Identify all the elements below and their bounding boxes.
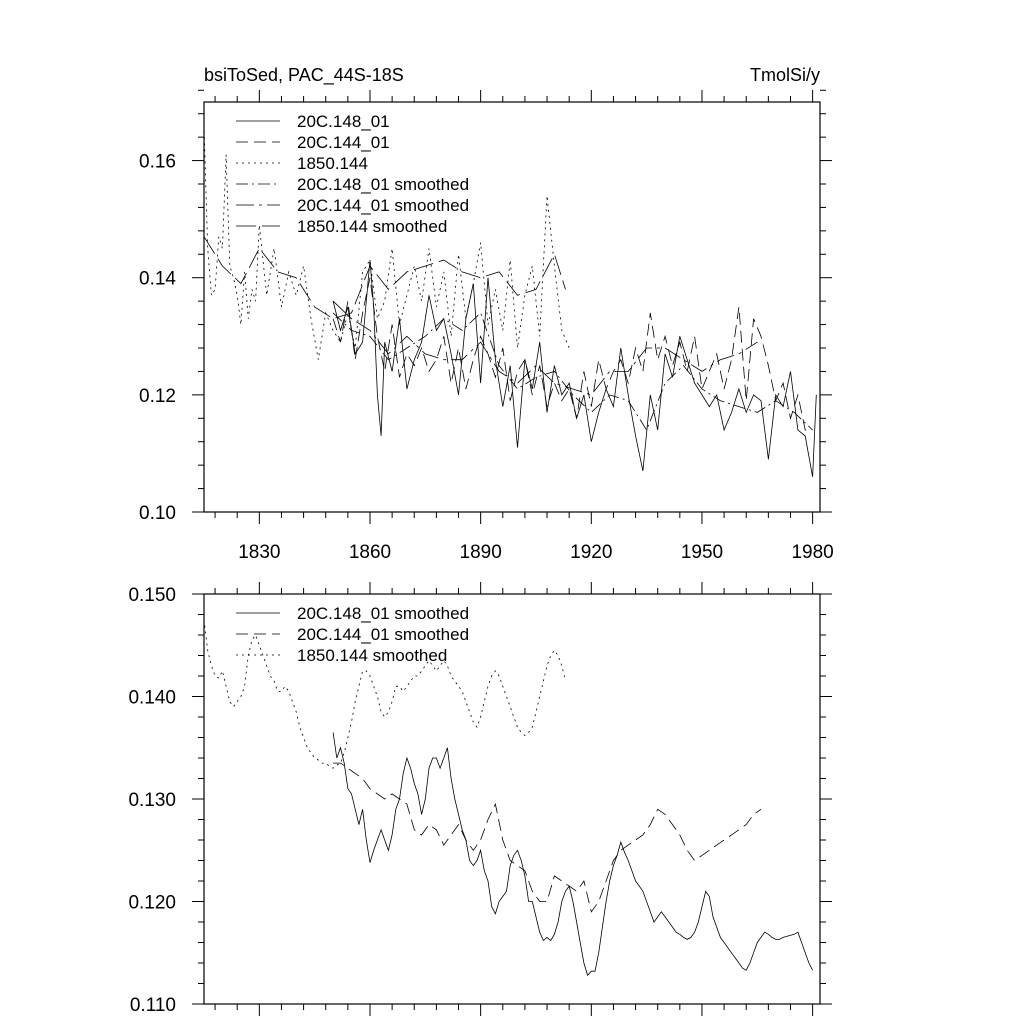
top-chart-legend: 20C.148_01 20C.144_01 1850.144 20C.148_01 s… [236,112,469,236]
top-chart-panel: bsiToSed, PAC_44S-18S TmolSi/y 1830 1860 1… [139,65,834,563]
y-tick-label: 0.120 [128,893,176,914]
series-20c-148-01-smoothed-line [332,732,813,977]
series-1850-144-line [203,125,570,360]
legend-label: 20C.148_01 smoothed [297,604,469,623]
top-chart-frame [203,101,821,513]
bottom-chart-legend: 20C.148_01 smoothed 20C.144_01 smoothed 18… [236,604,469,665]
series-1850-144-smoothed-line [203,236,566,320]
x-tick-label: 1980 [791,542,833,563]
legend-label: 1850.144 smoothed [297,646,447,665]
x-tick-label: 1830 [238,542,280,563]
top-chart-units: TmolSi/y [750,65,820,85]
legend-label: 1850.144 [297,154,368,173]
y-tick-label: 0.12 [139,386,176,407]
y-tick-label: 0.110 [130,995,176,1016]
bottom-chart-ticks: 0.110 0.120 0.130 0.140 0.150 [128,582,832,1016]
x-tick-label: 1950 [681,542,723,563]
legend-label: 20C.144_01 smoothed [297,196,469,215]
y-tick-label: 0.14 [139,269,176,290]
top-chart-series-group [203,125,817,477]
x-tick-label: 1860 [349,542,391,563]
top-chart-title: bsiToSed, PAC_44S-18S [204,65,404,86]
series-20c-144-01-smoothed-line [333,762,762,913]
y-tick-label: 0.16 [139,152,176,173]
series-20c-144-01-line [332,277,813,431]
y-tick-label: 0.10 [139,503,176,524]
bottom-chart-panel: 0.110 0.120 0.130 0.140 0.150 20C.148_01 smo… [128,582,832,1016]
bottom-chart-frame [203,593,821,1005]
legend-label: 1850.144 smoothed [297,217,447,236]
x-tick-label: 1890 [460,542,502,563]
legend-label: 20C.148_01 [297,112,390,131]
series-20c-144-01-smoothed-line [332,300,758,396]
legend-label: 20C.144_01 [297,133,390,152]
y-tick-label: 0.150 [128,585,176,606]
legend-label: 20C.148_01 smoothed [297,175,469,194]
series-20c-148-01-line [332,260,817,477]
y-tick-label: 0.130 [128,790,176,811]
y-tick-label: 0.140 [128,688,176,709]
bottom-chart-series-group [203,619,813,977]
series-20c-148-01-smoothed-line [332,312,813,431]
top-chart-ticks: 1830 1860 1890 1920 1950 1980 0.10 0.12 0.14 0.16 [139,89,834,563]
legend-label: 20C.144_01 smoothed [297,625,469,644]
x-tick-label: 1920 [570,542,612,563]
